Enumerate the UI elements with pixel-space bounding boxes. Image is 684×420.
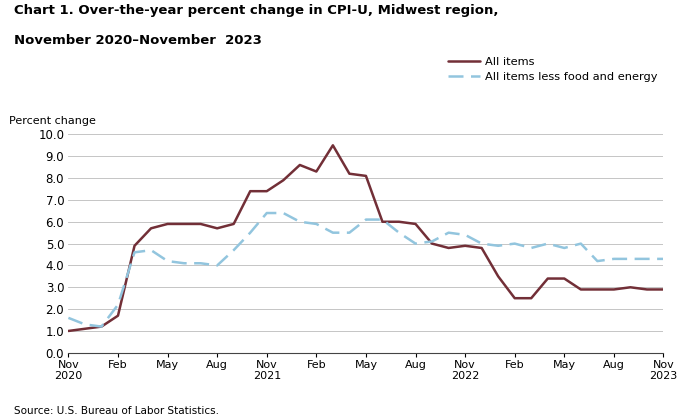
All items [593, 287, 601, 292]
All items less food and energy [246, 230, 254, 235]
All items less food and energy [610, 256, 618, 261]
All items [180, 221, 188, 226]
All items less food and energy [312, 221, 320, 226]
All items less food and energy [345, 230, 354, 235]
All items less food and energy [81, 322, 89, 327]
All items [445, 245, 453, 250]
All items less food and energy [329, 230, 337, 235]
Line: All items: All items [68, 145, 663, 331]
All items [411, 221, 419, 226]
All items [461, 243, 469, 248]
All items less food and energy [577, 241, 585, 246]
All items less food and energy [163, 259, 172, 264]
All items [312, 169, 320, 174]
All items less food and energy [494, 243, 502, 248]
All items [246, 189, 254, 194]
All items [147, 226, 155, 231]
All items less food and energy [445, 230, 453, 235]
All items [477, 245, 486, 250]
All items [64, 328, 73, 333]
All items [643, 287, 651, 292]
All items [131, 243, 139, 248]
All items less food and energy [131, 250, 139, 255]
All items [378, 219, 386, 224]
All items less food and energy [428, 239, 436, 244]
All items less food and energy [627, 256, 635, 261]
All items [163, 221, 172, 226]
All items less food and energy [643, 256, 651, 261]
All items [81, 326, 89, 331]
All items less food and energy [114, 302, 122, 307]
All items [213, 226, 222, 231]
All items [362, 173, 370, 178]
All items less food and energy [477, 241, 486, 246]
Text: Percent change: Percent change [9, 116, 96, 126]
All items less food and energy [527, 245, 536, 250]
All items [527, 296, 536, 301]
All items less food and energy [593, 259, 601, 264]
All items less food and energy [180, 261, 188, 266]
All items [494, 274, 502, 279]
All items [329, 143, 337, 148]
All items [627, 285, 635, 290]
All items [428, 241, 436, 246]
All items less food and energy [395, 230, 403, 235]
All items less food and energy [97, 324, 105, 329]
All items [544, 276, 552, 281]
All items less food and energy [362, 217, 370, 222]
All items less food and energy [560, 245, 568, 250]
All items [345, 171, 354, 176]
All items less food and energy [659, 256, 668, 261]
All items less food and energy [64, 315, 73, 320]
Text: Chart 1. Over-the-year percent change in CPI-U, Midwest region,: Chart 1. Over-the-year percent change in… [14, 4, 498, 17]
All items [114, 313, 122, 318]
All items [577, 287, 585, 292]
Text: Source: U.S. Bureau of Labor Statistics.: Source: U.S. Bureau of Labor Statistics. [14, 406, 219, 416]
Line: All items less food and energy: All items less food and energy [68, 213, 663, 327]
All items [230, 221, 238, 226]
All items [97, 324, 105, 329]
All items [263, 189, 271, 194]
All items [279, 178, 287, 183]
Text: November 2020–November  2023: November 2020–November 2023 [14, 34, 261, 47]
All items [560, 276, 568, 281]
Legend: All items, All items less food and energy: All items, All items less food and energ… [448, 57, 658, 82]
All items less food and energy [263, 210, 271, 215]
All items [510, 296, 519, 301]
All items less food and energy [213, 263, 222, 268]
All items less food and energy [295, 219, 304, 224]
All items less food and energy [411, 241, 419, 246]
All items [196, 221, 205, 226]
All items [395, 219, 403, 224]
All items less food and energy [510, 241, 519, 246]
All items less food and energy [196, 261, 205, 266]
All items less food and energy [544, 241, 552, 246]
All items less food and energy [230, 248, 238, 253]
All items less food and energy [279, 210, 287, 215]
All items less food and energy [461, 232, 469, 237]
All items less food and energy [147, 248, 155, 253]
All items [295, 163, 304, 168]
All items [659, 287, 668, 292]
All items less food and energy [378, 217, 386, 222]
All items [610, 287, 618, 292]
